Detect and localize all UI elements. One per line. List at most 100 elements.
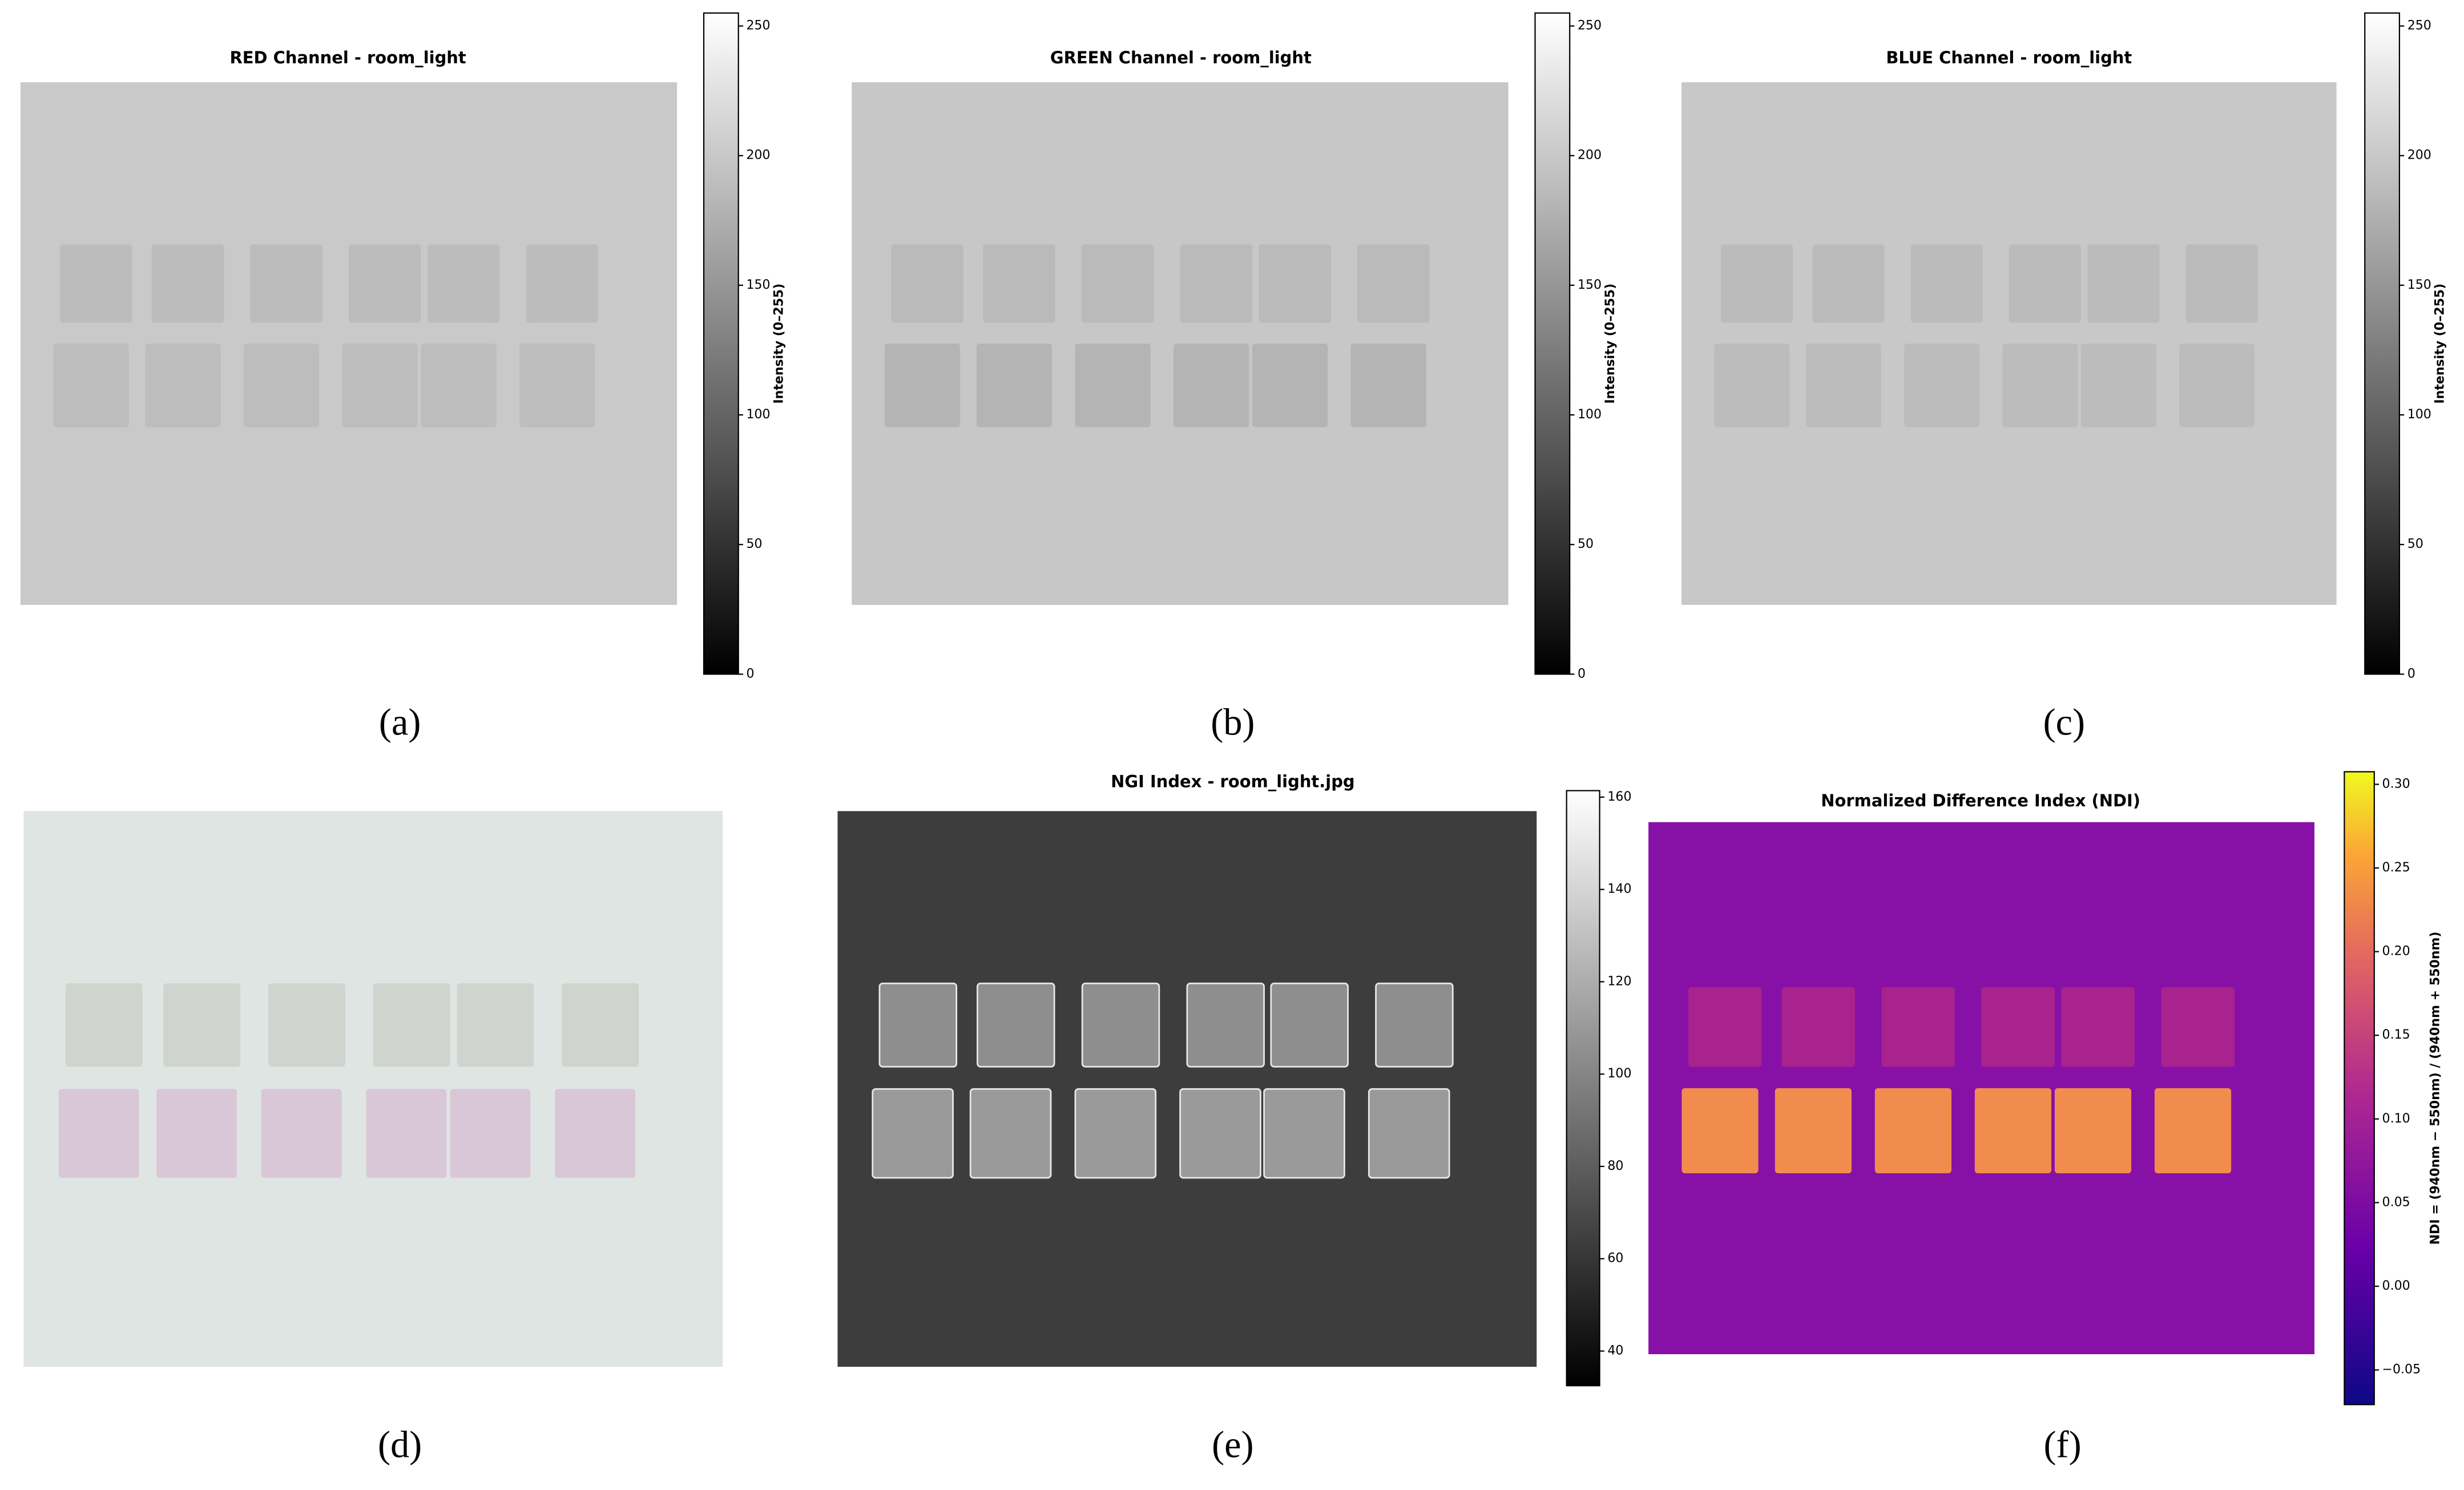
colorbar-tick-label: 120 <box>1607 974 1631 988</box>
sample-patch <box>2179 344 2255 427</box>
sample-patch <box>1874 1088 1952 1174</box>
sample-patch <box>342 344 418 427</box>
colorbar-tick-label: 140 <box>1607 882 1631 897</box>
colorbar-tick-label: 0.15 <box>2382 1028 2410 1042</box>
colorbar-label: Intensity (0–255) <box>1603 284 1618 404</box>
colorbar-tick-label: 100 <box>1578 407 1602 422</box>
colorbar-tick-label: 60 <box>1607 1251 1623 1266</box>
colorbar-tick-label: 80 <box>1607 1159 1623 1173</box>
sample-patch <box>156 1089 237 1178</box>
sample-patch <box>872 1088 954 1179</box>
sample-patch <box>1357 244 1430 323</box>
colorbar-tick-label: 250 <box>2407 19 2431 33</box>
sample-patch <box>2161 987 2235 1067</box>
sample-patch <box>366 1089 447 1178</box>
sample-patch <box>2054 1088 2132 1174</box>
colorbar <box>2344 771 2375 1406</box>
colorbar-label: Intensity (0–255) <box>772 284 786 404</box>
sample-patch <box>1714 344 1790 427</box>
colorbar-tick-label: 160 <box>1607 790 1631 804</box>
sample-patch <box>145 344 221 427</box>
panel-caption: (c) <box>2043 702 2085 744</box>
sample-patch <box>1270 982 1349 1068</box>
sample-patch <box>53 344 129 427</box>
sample-patch <box>243 344 320 427</box>
sample-patch <box>250 244 322 323</box>
sample-patch <box>526 244 599 323</box>
sample-patch <box>1375 982 1454 1068</box>
colorbar-tick-label: 50 <box>747 537 763 551</box>
sample-patch <box>2154 1088 2232 1174</box>
colorbar-tick-label: 100 <box>747 407 771 422</box>
sample-patch <box>1881 987 1955 1067</box>
colorbar-tick-label: 150 <box>747 278 771 292</box>
panel-title: Normalized Difference Index (NDI) <box>1821 791 2140 810</box>
sample-patch <box>163 983 241 1067</box>
sample-patch <box>373 983 450 1067</box>
sample-patch <box>1974 1088 2052 1174</box>
panel-caption: (f) <box>2044 1424 2082 1466</box>
sample-patch <box>2002 344 2078 427</box>
sample-patch <box>1074 1088 1157 1179</box>
sample-patch <box>1350 344 1426 427</box>
colorbar-tick-label: 0.10 <box>2382 1112 2410 1126</box>
sample-patch <box>58 1089 139 1178</box>
panel-caption: (b) <box>1211 702 1255 744</box>
colorbar <box>1534 12 1571 675</box>
colorbar-tick-label: 40 <box>1607 1344 1623 1358</box>
sample-patch <box>1173 344 1249 427</box>
panel-caption: (d) <box>378 1424 422 1466</box>
colorbar-tick-label: 100 <box>2407 407 2431 422</box>
colorbar <box>1566 790 1600 1387</box>
sample-patch <box>1186 982 1265 1068</box>
sample-patch <box>421 344 497 427</box>
panel-title: RED Channel - room_light <box>229 48 466 67</box>
colorbar-tick-label: 200 <box>747 148 771 163</box>
colorbar-tick-label: 200 <box>2407 148 2431 163</box>
sample-patch <box>457 983 534 1067</box>
colorbar-tick-label: 150 <box>1578 278 1602 292</box>
colorbar-tick-label: 0 <box>1578 667 1586 681</box>
sample-patch <box>2087 244 2160 323</box>
colorbar-tick-label: 0 <box>2407 667 2415 681</box>
colorbar-tick-label: 150 <box>2407 278 2431 292</box>
sample-patch <box>1681 1088 1759 1174</box>
colorbar-tick-label: 0 <box>747 667 755 681</box>
colorbar-tick-label: 50 <box>2407 537 2423 551</box>
sample-patch <box>1368 1088 1450 1179</box>
sample-patch <box>1081 244 1154 323</box>
sample-patch <box>878 982 958 1068</box>
colorbar-tick-label: −0.05 <box>2382 1363 2421 1377</box>
sample-patch <box>261 1089 342 1178</box>
colorbar-tick-label: 0.30 <box>2382 777 2410 791</box>
sample-patch <box>891 244 963 323</box>
colorbar <box>703 12 739 675</box>
sample-patch <box>1180 244 1253 323</box>
colorbar-tick-label: 100 <box>1607 1067 1631 1081</box>
sample-patch <box>1904 344 1980 427</box>
colorbar-label: NDI = (940nm − 550nm) / (940nm + 550nm) <box>2428 931 2442 1245</box>
colorbar <box>2364 12 2401 675</box>
sample-patch <box>349 244 421 323</box>
sample-patch <box>1259 244 1332 323</box>
sample-patch <box>1781 987 1855 1067</box>
sample-patch <box>562 983 639 1067</box>
sample-patch <box>2185 244 2258 323</box>
sample-patch <box>151 244 224 323</box>
sample-patch <box>1812 244 1885 323</box>
sample-patch <box>428 244 500 323</box>
sample-patch <box>519 344 595 427</box>
sample-patch <box>1775 1088 1852 1174</box>
sample-patch <box>59 244 132 323</box>
colorbar-tick-label: 250 <box>747 19 771 33</box>
panel-title: BLUE Channel - room_light <box>1886 48 2132 67</box>
sample-patch <box>2061 987 2135 1067</box>
panel-caption: (a) <box>379 702 421 744</box>
colorbar-tick-label: 0.00 <box>2382 1279 2410 1293</box>
sample-patch <box>1910 244 1983 323</box>
sample-patch <box>1075 344 1151 427</box>
sample-patch <box>555 1089 636 1178</box>
sample-patch <box>268 983 345 1067</box>
sample-patch <box>1688 987 1762 1067</box>
